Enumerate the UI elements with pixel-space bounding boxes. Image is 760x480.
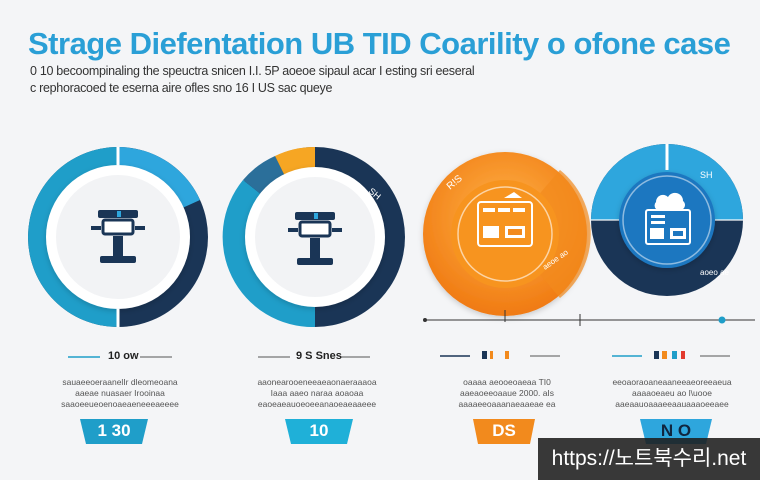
badge-3-shape bbox=[473, 419, 535, 444]
panel-2-label: 9 S Snes bbox=[296, 350, 342, 362]
badges bbox=[80, 419, 712, 444]
panel-1-desc-line-2: aaeae nuasaer Irooinaa bbox=[75, 388, 165, 398]
panel-2-desc-line-1: aaonearooeneeaeaonaeraaaoa bbox=[257, 377, 377, 387]
badge-1-shape bbox=[80, 419, 148, 444]
label-rules bbox=[68, 351, 730, 359]
panel-3-desc-line-3: aaaaeeoaaanaeaaeae ea bbox=[458, 399, 556, 409]
infographic-title: Strage Diefentation UB TID Coarility o o… bbox=[28, 26, 731, 61]
connector-lines bbox=[423, 310, 755, 326]
panel-1-desc-line-3: saaoeeueoenoaeaeneeeaeeee bbox=[61, 399, 179, 409]
cloud-rack-icon bbox=[645, 192, 691, 245]
panel-2-description: aaonearooeneeaeaonaeraaaoa Iaaa aaeo nar… bbox=[242, 377, 392, 410]
panel-3-desc-line-1: oaaaa aeooeoaeaa TI0 bbox=[463, 377, 551, 387]
ring-4-inner-disc bbox=[619, 172, 715, 268]
panel-4-description: eeoaoraoaneaaneeaeoreeaeua aaaaoeaeu ao … bbox=[597, 377, 747, 410]
panel-3-desc-line-2: aaeaoeeoaaue 2000. aIs bbox=[459, 388, 555, 398]
panel-1-description: sauaeeoeraanelIr dleomeoana aaeae nuasae… bbox=[45, 377, 195, 410]
panel-2-badge: 10 bbox=[309, 421, 329, 440]
panel-3-badge: DS bbox=[492, 421, 516, 440]
server-stand-icon-2 bbox=[288, 212, 342, 265]
panel-1-label: 10 ow bbox=[108, 350, 139, 362]
panel-4-desc-line-2: aaaaoeaeu ao l\uooe bbox=[632, 388, 712, 398]
panel-2-desc-line-2: Iaaa aaeo naraa aoaoaa bbox=[270, 388, 364, 398]
storage-rack-icon bbox=[477, 192, 533, 247]
panel-4-ring: SH aoeo ae bbox=[591, 144, 743, 296]
svg-text:SH: SH bbox=[700, 170, 713, 180]
subtitle-line-1: 0 10 becoompinaling the speuctra snicen … bbox=[30, 64, 475, 78]
panel-4-desc-line-1: eeoaoraoaneaaneeaeoreeaeua bbox=[612, 377, 732, 387]
panel-1-badge: 1 30 bbox=[97, 421, 131, 440]
server-stand-icon bbox=[91, 210, 145, 263]
panel-2-desc-line-3: eaoeaeauoeoeeanaoeaeaaeee bbox=[257, 399, 377, 409]
panel-4-desc-line-3: aaeaauoaaaeeaauaaaoeeaee bbox=[615, 399, 729, 409]
panel-4-badge: N O bbox=[660, 421, 692, 440]
watermark-url: https://노트북수리.net bbox=[538, 438, 760, 480]
panel-3-description: oaaaa aeooeoaeaa TI0 aaeaoeeoaaue 2000. … bbox=[432, 377, 582, 410]
badge-2-shape bbox=[285, 419, 353, 444]
panel-1-desc-line-1: sauaeeoeraanelIr dleomeoana bbox=[62, 377, 178, 387]
subtitle-line-2: c rephoracoed te eserna aire ofles sno 1… bbox=[30, 81, 333, 95]
badge-4-shape bbox=[640, 419, 712, 444]
svg-text:aoeo ae: aoeo ae bbox=[700, 268, 729, 277]
